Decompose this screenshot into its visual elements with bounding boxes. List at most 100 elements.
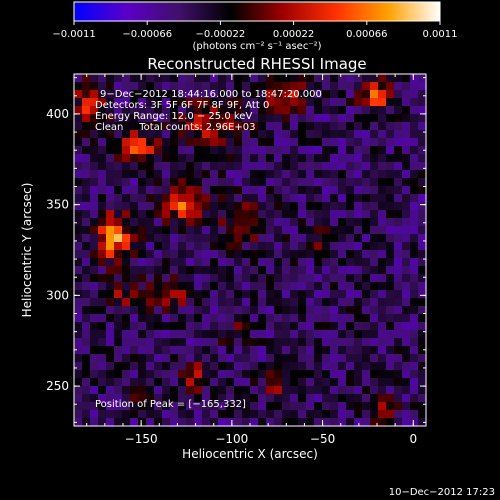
heatmap-cell — [162, 98, 171, 107]
heatmap-cell — [210, 410, 219, 419]
heatmap-cell — [226, 186, 235, 195]
heatmap-cell — [338, 394, 347, 403]
heatmap-cell — [234, 378, 243, 387]
heatmap-cell — [306, 226, 315, 235]
heatmap-cell — [298, 162, 307, 171]
heatmap-cell — [346, 170, 355, 179]
heatmap-cell — [98, 298, 107, 307]
heatmap-cell — [162, 82, 171, 91]
heatmap-cell — [90, 354, 99, 363]
heatmap-cell — [170, 250, 179, 259]
heatmap-cell — [362, 394, 371, 403]
heatmap-cell — [274, 330, 283, 339]
heatmap-cell — [418, 418, 427, 427]
heatmap-cell — [226, 266, 235, 275]
heatmap-cell — [410, 378, 419, 387]
colorbar-gradient — [73, 1, 441, 22]
heatmap-cell — [178, 210, 187, 219]
heatmap-cell — [234, 186, 243, 195]
heatmap-cell — [194, 298, 203, 307]
heatmap-cell — [154, 418, 163, 427]
heatmap-cell — [90, 226, 99, 235]
heatmap-cell — [178, 298, 187, 307]
heatmap-cell — [90, 130, 99, 139]
heatmap-cell — [378, 362, 387, 371]
heatmap-cell — [114, 306, 123, 315]
heatmap-cell — [250, 346, 259, 355]
heatmap-cell — [410, 410, 419, 419]
heatmap-cell — [378, 138, 387, 147]
heatmap-cell — [170, 418, 179, 427]
heatmap-cell — [170, 210, 179, 219]
heatmap-cell — [290, 346, 299, 355]
heatmap-cell — [322, 250, 331, 259]
heatmap-cell — [146, 138, 155, 147]
heatmap-cell — [242, 266, 251, 275]
heatmap-cell — [266, 202, 275, 211]
heatmap-cell — [178, 114, 187, 123]
colorbar-ticks: −0.0011 −0.00066 −0.00022 0.00022 0.00066 0.0… — [52, 21, 458, 40]
heatmap-cell — [322, 290, 331, 299]
heatmap-cell — [178, 122, 187, 131]
heatmap-cell — [378, 354, 387, 363]
heatmap-cell — [74, 322, 83, 331]
heatmap-cell — [290, 362, 299, 371]
heatmap-cell — [106, 154, 115, 163]
heatmap-cell — [178, 274, 187, 283]
heatmap-cell — [90, 274, 99, 283]
heatmap-cell — [250, 122, 259, 131]
heatmap-cell — [226, 258, 235, 267]
heatmap-cell — [346, 82, 355, 91]
heatmap-cell — [194, 170, 203, 179]
heatmap-cell — [250, 418, 259, 427]
heatmap-cell — [274, 202, 283, 211]
heatmap-cell — [122, 322, 131, 331]
heatmap-cell — [418, 362, 427, 371]
heatmap-cell — [266, 290, 275, 299]
heatmap-cell — [146, 386, 155, 395]
heatmap-cell — [234, 298, 243, 307]
heatmap-cell — [250, 362, 259, 371]
heatmap-cell — [82, 146, 91, 155]
heatmap-cell — [298, 218, 307, 227]
heatmap-cell — [306, 370, 315, 379]
heatmap-cell — [418, 154, 427, 163]
heatmap-cell — [354, 146, 363, 155]
heatmap-cell — [106, 130, 115, 139]
heatmap-cell — [362, 402, 371, 411]
heatmap-cell — [290, 98, 299, 107]
heatmap-cell — [378, 122, 387, 131]
heatmap-cell — [250, 210, 259, 219]
heatmap-cell — [386, 250, 395, 259]
heatmap-cell — [74, 250, 83, 259]
heatmap-cell — [106, 178, 115, 187]
heatmap-cell — [178, 322, 187, 331]
heatmap-cell — [386, 194, 395, 203]
heatmap-cell — [274, 338, 283, 347]
heatmap-cell — [98, 314, 107, 323]
heatmap-cell — [138, 314, 147, 323]
heatmap-cell — [74, 106, 83, 115]
heatmap-cell — [418, 346, 427, 355]
heatmap-cell — [378, 338, 387, 347]
heatmap-cell — [290, 114, 299, 123]
heatmap-cell — [402, 394, 411, 403]
heatmap-cell — [314, 170, 323, 179]
heatmap-cell — [74, 346, 83, 355]
heatmap-cell — [122, 178, 131, 187]
heatmap-cell — [282, 114, 291, 123]
heatmap-cell — [234, 282, 243, 291]
heatmap-cell — [298, 146, 307, 155]
heatmap-cell — [162, 338, 171, 347]
heatmap-cell — [250, 82, 259, 91]
heatmap-cell — [194, 274, 203, 283]
heatmap-cell — [266, 418, 275, 427]
footer-timestamp: 10−Dec−2012 17:23 — [389, 487, 495, 498]
heatmap-cell — [330, 114, 339, 123]
heatmap-cell — [154, 122, 163, 131]
heatmap-cell — [354, 354, 363, 363]
heatmap-cell — [378, 170, 387, 179]
heatmap-cell — [226, 234, 235, 243]
heatmap-cell — [258, 354, 267, 363]
heatmap-cell — [226, 138, 235, 147]
